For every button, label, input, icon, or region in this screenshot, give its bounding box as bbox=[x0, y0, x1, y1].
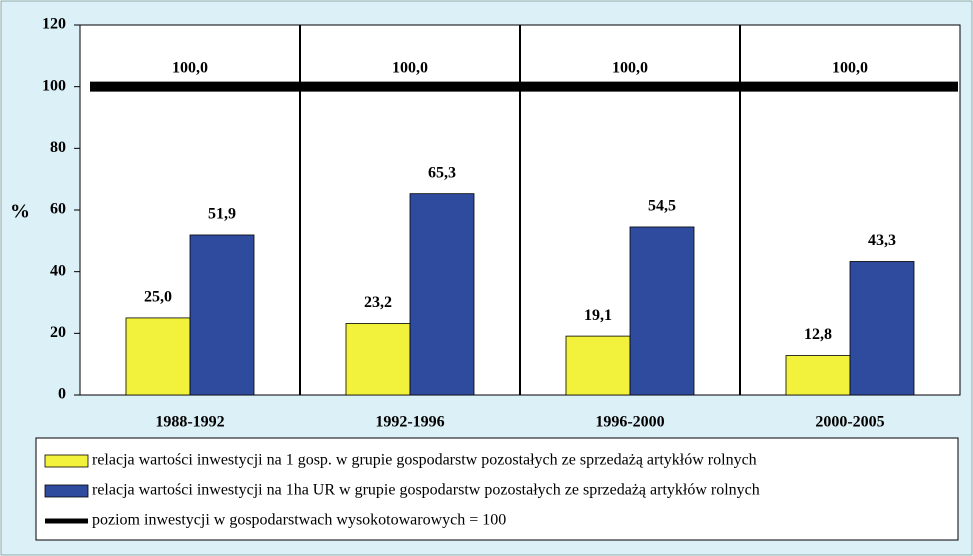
bar bbox=[849, 261, 915, 396]
x-tick-label: 2000-2005 bbox=[815, 414, 884, 431]
data-label: 19,1 bbox=[584, 307, 612, 324]
legend-label: poziom inwestycji w gospodarstwach wysok… bbox=[92, 512, 506, 529]
bar bbox=[565, 335, 631, 396]
data-label: 12,8 bbox=[804, 326, 832, 343]
data-label: 43,3 bbox=[868, 232, 896, 249]
bar bbox=[785, 355, 851, 396]
y-axis-label: % bbox=[10, 201, 30, 223]
x-tick-label: 1988-1992 bbox=[155, 414, 224, 431]
bar bbox=[345, 323, 411, 396]
y-tick-label: 20 bbox=[50, 324, 66, 341]
y-tick-label: 0 bbox=[58, 386, 66, 403]
data-label: 51,9 bbox=[208, 206, 236, 223]
y-tick-label: 120 bbox=[42, 16, 66, 33]
data-label: 100,0 bbox=[392, 59, 428, 76]
data-label: 100,0 bbox=[612, 59, 648, 76]
x-tick-label: 1996-2000 bbox=[595, 414, 664, 431]
data-label: 65,3 bbox=[428, 164, 456, 181]
bar bbox=[409, 193, 475, 396]
legend bbox=[35, 437, 959, 541]
y-tick-label: 60 bbox=[50, 201, 66, 218]
data-label: 100,0 bbox=[832, 59, 868, 76]
legend-swatch bbox=[44, 454, 89, 468]
data-label: 54,5 bbox=[648, 198, 676, 215]
y-tick-label: 40 bbox=[50, 262, 66, 279]
data-label: 23,2 bbox=[364, 294, 392, 311]
data-label: 100,0 bbox=[172, 59, 208, 76]
legend-label: relacja wartości inwestycji na 1ha UR w … bbox=[92, 482, 760, 499]
data-label: 25,0 bbox=[144, 289, 172, 306]
legend-swatch bbox=[44, 484, 89, 498]
x-tick-label: 1992-1996 bbox=[375, 414, 444, 431]
bar bbox=[629, 226, 695, 396]
y-tick-label: 100 bbox=[42, 77, 66, 94]
y-tick-label: 80 bbox=[50, 139, 66, 156]
legend-label: relacja wartości inwestycji na 1 gosp. w… bbox=[92, 452, 757, 469]
bar bbox=[125, 317, 191, 396]
bar bbox=[189, 234, 255, 396]
